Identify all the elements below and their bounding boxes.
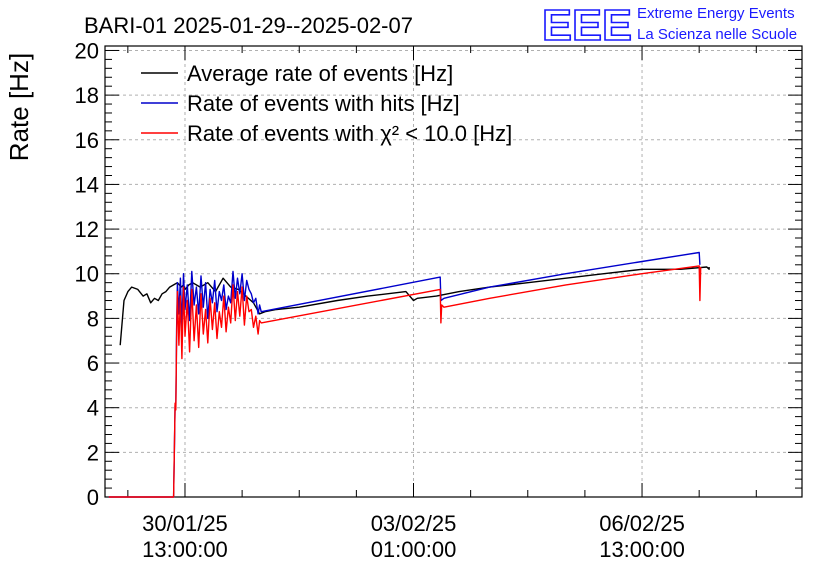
logo-line-2: La Scienza nelle Scuole [637,26,797,43]
y-tick-label: 6 [87,351,99,376]
grid [105,46,802,497]
x-tick-date: 06/02/25 [599,511,685,536]
y-tick-label: 10 [75,262,99,287]
eee-logo: EEE Extreme Energy Events La Scienza nel… [541,0,797,51]
logo-line-1: Extreme Energy Events [637,5,795,22]
y-tick-label: 0 [87,485,99,510]
plot-frame [104,45,803,498]
y-tick-label: 20 [75,38,99,63]
axis-ticks [105,46,802,498]
y-tick-labels: 0 2 4 6 8 10 12 14 16 18 20 [75,38,99,510]
series-rate-chi2 [108,265,702,498]
x-tick-labels: 30/01/2513:00:0003/02/2501:00:0006/02/25… [142,511,685,562]
x-tick-time: 13:00:00 [142,537,228,562]
x-tick-date: 03/02/25 [371,511,457,536]
y-axis-title: Rate [Hz] [4,53,34,161]
logo-letters: EEE [542,1,632,50]
legend-label: Average rate of events [Hz] [187,61,453,86]
y-tick-label: 8 [87,306,99,331]
y-tick-label: 14 [75,172,99,197]
y-tick-label: 16 [75,128,99,153]
legend-label: Rate of events with χ² < 10.0 [Hz] [187,121,512,146]
y-tick-label: 4 [87,396,99,421]
chart-title: BARI-01 2025-01-29--2025-02-07 [84,13,413,38]
legend-label: Rate of events with hits [Hz] [187,91,460,116]
x-tick-date: 30/01/25 [142,511,228,536]
y-tick-label: 2 [87,440,99,465]
y-tick-label: 12 [75,217,99,242]
x-tick-time: 01:00:00 [371,537,457,562]
y-tick-label: 18 [75,83,99,108]
legend: Average rate of events [Hz] Rate of event… [141,61,512,146]
series-lines [108,251,710,498]
x-tick-time: 13:00:00 [599,537,685,562]
series-rate-with-hits [108,251,701,498]
